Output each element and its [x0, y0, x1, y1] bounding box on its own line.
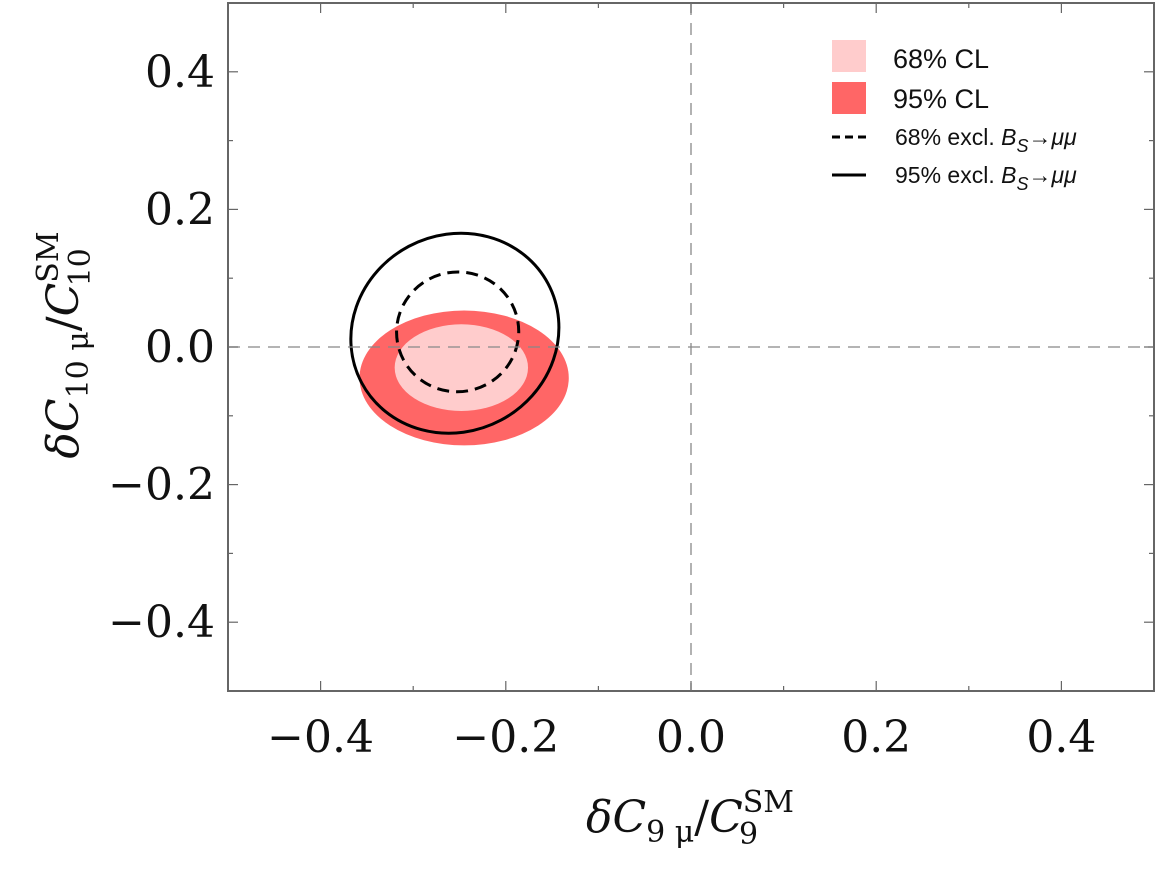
- y-axis-title: δC10 μ/CSM10: [31, 231, 98, 458]
- legend-label-68-excl: 68% excl. BS→μμ: [895, 124, 1077, 156]
- x-tick-label: 0.0: [656, 712, 726, 763]
- reference-lines: [228, 3, 1154, 691]
- legend-label-95cl: 95% CL: [893, 84, 989, 114]
- legend: 68% CL 95% CL 68% excl. BS→μμ 95% excl. …: [832, 40, 1077, 194]
- x-axis-title: δC9 μ/CSM 9: [586, 785, 794, 852]
- x-tick-label: −0.2: [452, 712, 559, 763]
- y-tick-label: −0.2: [108, 460, 215, 511]
- y-tick-label: 0.4: [145, 47, 215, 98]
- legend-label-95-excl: 95% excl. BS→μμ: [895, 162, 1077, 194]
- x-tick-label: −0.4: [267, 712, 374, 763]
- regions-layer: [359, 310, 569, 446]
- y-tick-label: 0.2: [145, 184, 215, 235]
- region-68cl: [394, 324, 529, 411]
- y-tick-label: −0.4: [108, 597, 215, 648]
- contours-layer: [349, 231, 561, 435]
- tick-labels: −0.4 −0.2 0.0 0.2 0.4 −0.4 −0.2 0.0 0.2 0.4: [108, 47, 1096, 763]
- legend-swatch-95cl: [832, 82, 866, 114]
- legend-swatch-68cl: [832, 40, 866, 72]
- tick-marks: [227, 2, 1155, 692]
- y-tick-label: 0.0: [145, 322, 215, 373]
- legend-label-68cl: 68% CL: [893, 44, 989, 74]
- contour-95-excl: [349, 231, 561, 435]
- x-tick-label: 0.2: [841, 712, 911, 763]
- contour-68-excl: [395, 270, 521, 394]
- x-tick-label: 0.4: [1026, 712, 1096, 763]
